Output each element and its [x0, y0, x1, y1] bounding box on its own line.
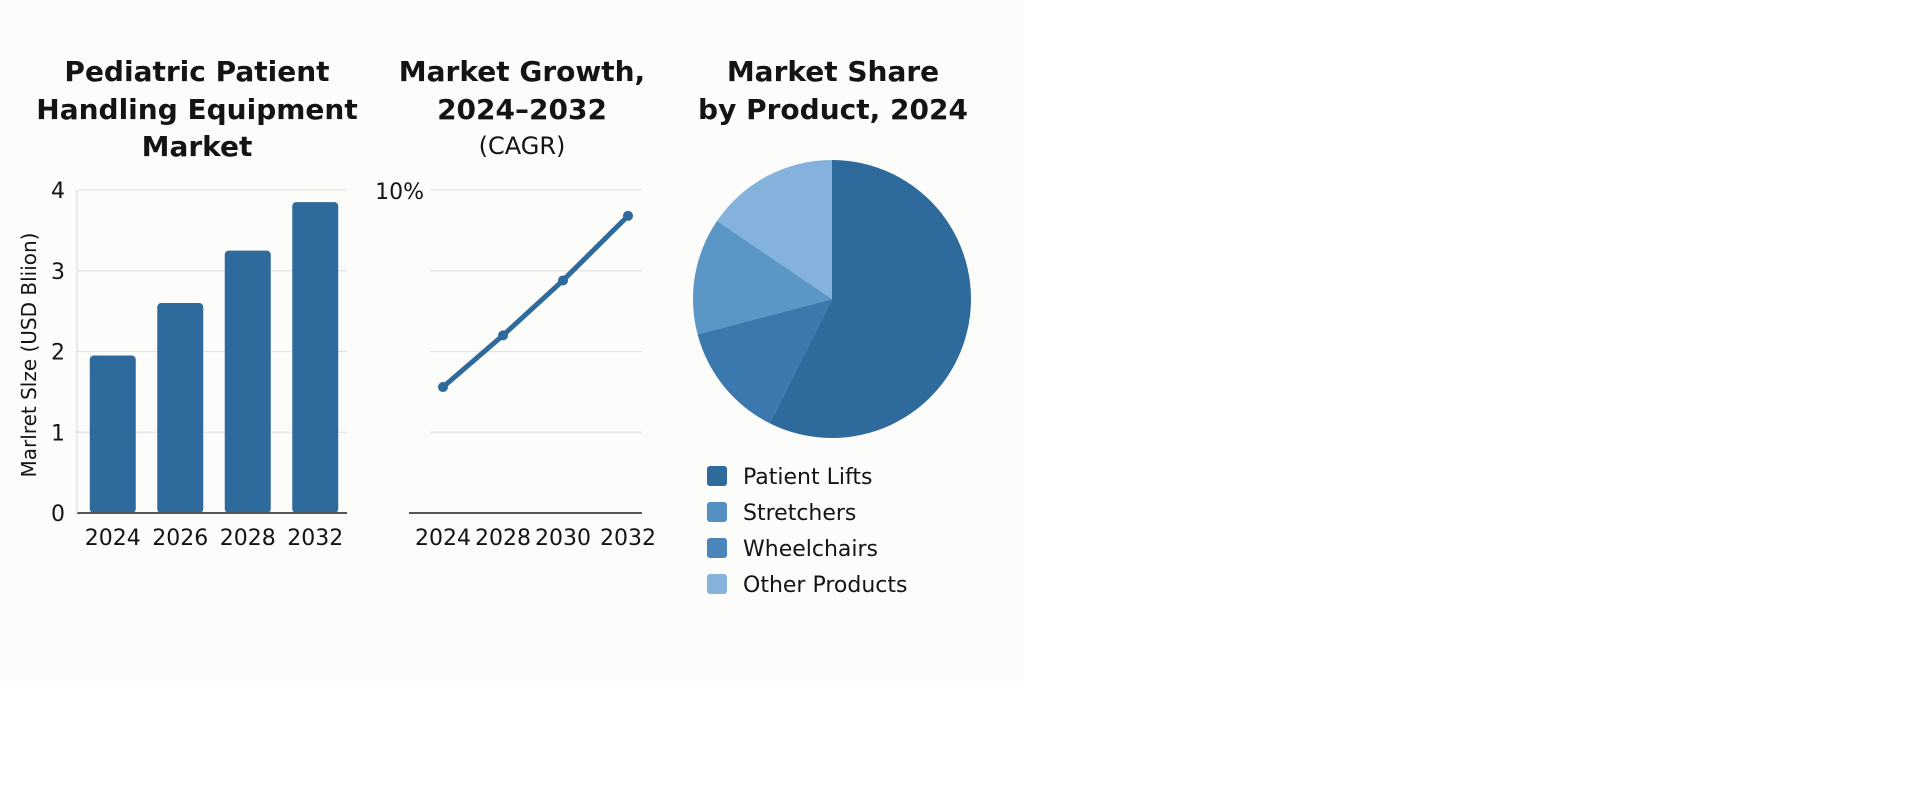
bar-chart-y-tick-label: 4 — [51, 179, 65, 204]
line-chart-x-tick-label: 2032 — [600, 526, 656, 551]
bar-2028 — [224, 250, 271, 513]
bar-chart-y-tick-label: 0 — [51, 502, 65, 527]
legend-item: Wheelchairs — [707, 537, 878, 562]
line-chart-title-line-1: Market Growth, — [399, 55, 645, 88]
line-chart-line — [440, 213, 631, 390]
pie-slice-patient-lifts — [769, 159, 972, 438]
bar-chart-title-line-3: Market — [142, 130, 253, 163]
bar-chart-y-tick-label: 3 — [51, 260, 65, 285]
line-chart-title-line-2: 2024–2032 — [437, 93, 607, 126]
bar-chart-x-tick-label: 2028 — [220, 526, 276, 551]
pie-chart: Market Share by Product, 2024 Patient Li… — [693, 55, 972, 598]
bar-chart-y-ticks: 0 1 2 3 4 — [51, 179, 65, 527]
legend-swatch — [707, 538, 727, 558]
pie-slice-other-products — [717, 160, 832, 299]
bar-chart-title-line-2: Handling Equipment — [36, 93, 357, 126]
line-chart-y-tick-label: 10% — [375, 180, 424, 205]
line-chart-series — [438, 210, 633, 393]
legend-swatch — [707, 466, 727, 486]
line-point-2024 — [438, 382, 448, 393]
legend-label: Stretchers — [743, 501, 856, 526]
pie-chart-title-line-1: Market Share — [727, 55, 939, 88]
line-chart-x-tick-label: 2030 — [535, 526, 591, 551]
bar-chart-x-tick-label: 2026 — [152, 526, 208, 551]
line-chart-gridlines — [430, 189, 642, 433]
bar-chart-title-line-1: Pediatric Patient — [64, 55, 329, 88]
line-point-2030 — [558, 275, 568, 286]
bar-2026 — [157, 303, 204, 513]
line-point-2032 — [623, 210, 633, 221]
line-chart-x-ticks: 2024 2028 2030 2032 — [415, 526, 656, 551]
legend-swatch — [707, 502, 727, 522]
bar-chart-x-tick-label: 2024 — [85, 526, 141, 551]
line-chart: Market Growth, 2024–2032 (CAGR) 10% 2024… — [375, 55, 656, 551]
bar-2024 — [89, 355, 136, 513]
bar-chart-bars — [89, 202, 339, 514]
line-chart-x-tick-label: 2024 — [415, 526, 471, 551]
pie-slice-wheelchairs — [697, 299, 832, 424]
legend-swatch — [707, 574, 727, 594]
bar-chart-y-axis-label: Marlret Slze (USD Bliion) — [17, 233, 41, 478]
line-chart-x-tick-label: 2028 — [475, 526, 531, 551]
pie-chart-legend: Patient Lifts Stretchers Wheelchairs Other … — [707, 465, 907, 598]
legend-item: Patient Lifts — [707, 465, 872, 490]
legend-item: Other Products — [707, 573, 907, 598]
bar-chart-y-tick-label: 1 — [51, 421, 65, 446]
bar-chart: Pediatric Patient Handling Equipment Mar… — [17, 55, 358, 551]
pie-slice-stretchers — [693, 220, 832, 335]
pie-chart-slices — [693, 159, 972, 438]
bar-chart-y-tick-label: 2 — [51, 341, 65, 366]
legend-label: Other Products — [743, 573, 907, 598]
line-point-2028 — [498, 330, 508, 341]
legend-label: Wheelchairs — [743, 537, 878, 562]
bar-2032 — [292, 202, 339, 514]
bar-chart-x-tick-label: 2032 — [287, 526, 343, 551]
pie-chart-title-line-2: by Product, 2024 — [698, 93, 968, 126]
bar-chart-x-ticks: 2024 2026 2028 2032 — [85, 526, 344, 551]
legend-label: Patient Lifts — [743, 465, 872, 490]
legend-item: Stretchers — [707, 501, 856, 526]
line-chart-title-line-3: (CAGR) — [479, 132, 566, 160]
